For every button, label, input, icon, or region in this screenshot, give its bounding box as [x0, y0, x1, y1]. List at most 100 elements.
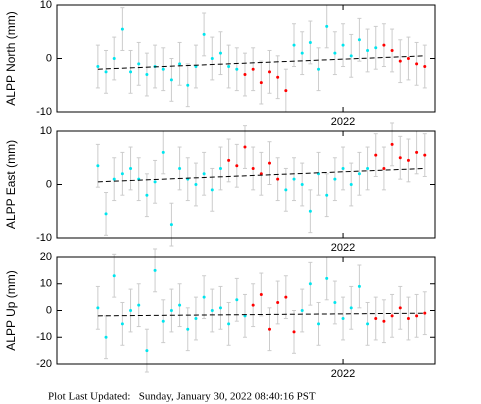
- data-point: [202, 32, 206, 36]
- x-tick-label: 2022: [331, 242, 355, 254]
- data-point: [341, 43, 345, 47]
- data-point: [218, 51, 222, 55]
- data-point: [292, 330, 296, 334]
- data-point: [390, 314, 394, 318]
- data-point: [120, 27, 124, 31]
- data-point: [112, 274, 116, 278]
- data-point: [398, 306, 402, 310]
- data-point: [406, 57, 410, 60]
- data-point: [276, 75, 280, 79]
- y-tick-label: -10: [36, 232, 52, 244]
- data-point: [325, 193, 329, 197]
- trend-line: [97, 312, 425, 317]
- data-point: [357, 284, 361, 288]
- y-tick-label: 0: [46, 178, 52, 190]
- data-point: [186, 83, 190, 87]
- data-point: [145, 349, 149, 353]
- data-point: [251, 67, 255, 71]
- y-tick-label: -20: [36, 358, 52, 370]
- data-point: [382, 319, 386, 323]
- y-tick-label: -10: [36, 106, 52, 118]
- data-point: [259, 292, 263, 296]
- data-point: [259, 172, 263, 176]
- data-point: [415, 62, 419, 66]
- trend-line: [97, 55, 425, 70]
- trend-line: [97, 167, 425, 183]
- data-point: [333, 51, 337, 55]
- data-point: [112, 177, 116, 181]
- data-point: [120, 322, 124, 326]
- data-point: [406, 317, 410, 321]
- data-point: [169, 78, 173, 82]
- data-point: [349, 183, 353, 186]
- y-tick-label: 0: [46, 52, 52, 64]
- data-point: [374, 153, 378, 157]
- data-point: [120, 172, 124, 176]
- data-point: [333, 300, 337, 304]
- data-point: [96, 164, 100, 168]
- data-point: [267, 327, 271, 331]
- data-point: [137, 62, 141, 66]
- data-point: [284, 188, 288, 192]
- data-point: [374, 317, 378, 321]
- x-tick-label: 2022: [331, 116, 355, 128]
- data-point: [284, 295, 288, 299]
- plot-frame: [56, 130, 436, 239]
- data-point: [112, 57, 116, 60]
- data-point: [317, 322, 321, 326]
- data-point: [374, 46, 378, 50]
- data-point: [366, 48, 370, 52]
- data-point: [292, 43, 296, 47]
- data-point: [349, 54, 353, 58]
- data-point: [186, 327, 190, 331]
- data-point: [308, 40, 312, 44]
- data-point: [202, 172, 206, 176]
- y-tick-label: -10: [36, 331, 52, 343]
- data-point: [357, 38, 361, 42]
- y-tick-label: 10: [40, 125, 52, 137]
- x-tick-label: 2022: [331, 368, 355, 380]
- plot-frame: [56, 4, 436, 113]
- data-point: [398, 59, 402, 63]
- data-point: [382, 166, 386, 170]
- data-point: [308, 282, 312, 286]
- y-tick-label: 20: [40, 251, 52, 263]
- footer: Plot Last Updated: Sunday, January 30, 2…: [48, 391, 316, 403]
- data-point: [161, 319, 165, 323]
- data-point: [415, 314, 419, 318]
- data-point: [382, 43, 386, 47]
- data-point: [104, 70, 108, 74]
- data-point: [308, 209, 312, 213]
- data-point: [243, 73, 247, 77]
- data-point: [194, 317, 198, 321]
- data-point: [210, 309, 214, 312]
- data-point: [390, 48, 394, 52]
- y-tick-label: 0: [46, 304, 52, 316]
- data-point: [423, 311, 427, 315]
- data-point: [276, 300, 280, 304]
- y-tick-label: 10: [40, 0, 52, 11]
- data-point: [251, 303, 255, 307]
- data-point: [161, 150, 165, 154]
- data-point: [267, 70, 271, 74]
- data-point: [227, 322, 231, 326]
- data-point: [300, 309, 304, 312]
- data-point: [251, 166, 255, 170]
- data-point: [349, 306, 353, 310]
- data-point: [235, 164, 239, 168]
- data-point: [169, 223, 173, 227]
- data-point: [300, 183, 304, 186]
- data-point: [317, 67, 321, 71]
- data-point: [284, 89, 288, 93]
- data-point: [227, 158, 231, 162]
- y-axis-label: ALPP East (mm): [4, 140, 18, 229]
- data-point: [390, 142, 394, 146]
- data-point: [194, 183, 198, 186]
- data-point: [357, 172, 361, 176]
- data-point: [104, 335, 108, 339]
- data-point: [129, 309, 133, 312]
- y-axis-label: ALPP Up (mm): [4, 270, 18, 350]
- data-point: [145, 193, 149, 197]
- data-point: [194, 65, 198, 69]
